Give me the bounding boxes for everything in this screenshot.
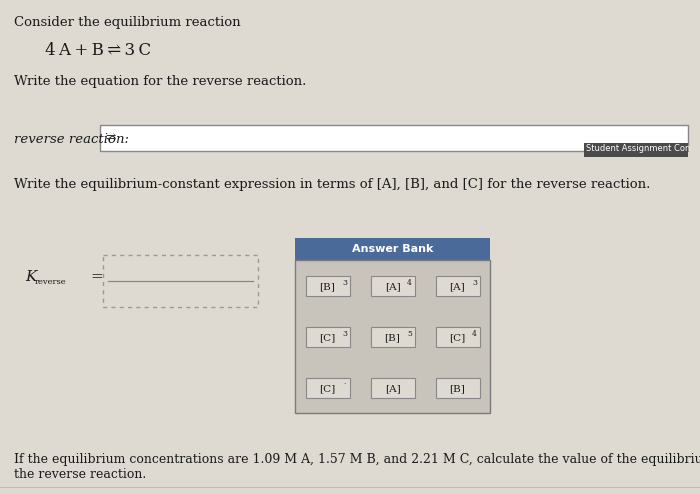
Bar: [370, 377, 414, 398]
Text: Write the equilibrium-constant expression in terms of [A], [B], and [C] for the : Write the equilibrium-constant expressio…: [14, 178, 650, 191]
Text: [C]: [C]: [319, 333, 335, 342]
Bar: [100, 125, 688, 151]
Bar: [305, 377, 349, 398]
Text: Student Assignment Con: Student Assignment Con: [586, 144, 690, 153]
Bar: [370, 276, 414, 295]
Text: [C]: [C]: [319, 384, 335, 393]
Bar: [295, 238, 490, 260]
Text: 4 A + B ⇌ 3 C: 4 A + B ⇌ 3 C: [45, 42, 151, 59]
Text: [A]: [A]: [384, 384, 400, 393]
Text: [A]: [A]: [384, 282, 400, 291]
Bar: [370, 327, 414, 346]
Text: reverse reaction:: reverse reaction:: [14, 133, 129, 146]
Text: [C]: [C]: [449, 333, 466, 342]
Text: K: K: [25, 270, 36, 284]
Bar: [435, 377, 480, 398]
Text: ⇌: ⇌: [106, 131, 116, 144]
Text: [A]: [A]: [449, 282, 466, 291]
Text: the reverse reaction.: the reverse reaction.: [14, 468, 146, 481]
Bar: [305, 276, 349, 295]
Bar: [295, 260, 490, 413]
Text: =: =: [90, 270, 103, 284]
Text: [B]: [B]: [384, 333, 400, 342]
Text: [B]: [B]: [320, 282, 335, 291]
Bar: [584, 143, 688, 157]
Bar: [103, 255, 258, 307]
Text: reverse: reverse: [35, 278, 66, 286]
Text: 3: 3: [342, 279, 347, 287]
Text: 5: 5: [407, 329, 412, 337]
Text: 3: 3: [342, 329, 347, 337]
Text: Consider the equilibrium reaction: Consider the equilibrium reaction: [14, 16, 241, 29]
Text: 4: 4: [407, 279, 412, 287]
Bar: [435, 276, 480, 295]
Bar: [435, 327, 480, 346]
Text: ·: ·: [343, 380, 346, 388]
Text: [B]: [B]: [449, 384, 466, 393]
Text: Write the equation for the reverse reaction.: Write the equation for the reverse react…: [14, 75, 307, 88]
Text: 3: 3: [472, 279, 477, 287]
Bar: [305, 327, 349, 346]
Text: 4: 4: [472, 329, 477, 337]
Text: Answer Bank: Answer Bank: [352, 244, 433, 254]
Text: If the equilibrium concentrations are 1.09 M A, 1.57 M B, and 2.21 M C, calculat: If the equilibrium concentrations are 1.…: [14, 453, 700, 466]
